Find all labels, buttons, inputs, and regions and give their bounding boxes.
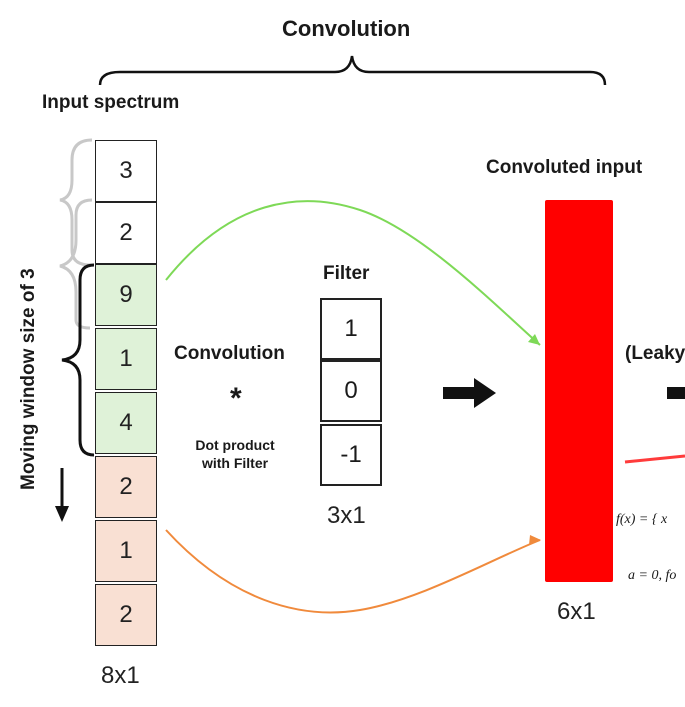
right-arrow-2-shaft <box>667 387 685 399</box>
input-cell-8: 2 <box>95 584 157 646</box>
convolution-brace <box>98 55 607 86</box>
convoluted-output-bar <box>545 200 613 582</box>
diagram-title: Convolution <box>282 16 411 41</box>
input-cell-5: 4 <box>95 392 157 454</box>
operation-desc-line2: with Filter <box>201 455 269 471</box>
input-cell-1: 3 <box>95 140 157 202</box>
right-arrow-shaft <box>443 387 477 399</box>
input-cell-2: 2 <box>95 202 157 264</box>
input-spectrum-label: Input spectrum <box>42 92 180 113</box>
activation-red-line <box>624 454 685 464</box>
window-bracket-2 <box>59 198 93 330</box>
green-arrow <box>165 200 541 346</box>
window-bracket-active <box>61 263 95 457</box>
filter-label: Filter <box>323 263 370 284</box>
input-dim: 8x1 <box>101 662 140 689</box>
output-label: Convoluted input <box>486 157 643 178</box>
window-size-label: Moving window size of 3 <box>18 268 39 490</box>
convolution-symbol: * <box>230 382 242 415</box>
input-cell-6: 2 <box>95 456 157 518</box>
down-arrow-icon <box>55 506 69 522</box>
activation-formula-line2: a = 0, fo <box>628 568 677 583</box>
filter-dim: 3x1 <box>327 502 366 529</box>
operation-label: Convolution <box>174 343 285 364</box>
input-cell-7: 1 <box>95 520 157 582</box>
activation-formula-line1: f(x) = { x <box>616 512 668 527</box>
right-arrow-icon <box>474 378 496 408</box>
operation-description: Dot product with Filter <box>180 436 290 472</box>
filter-cell-2: 0 <box>320 360 382 422</box>
input-cell-3: 9 <box>95 264 157 326</box>
operation-desc-line1: Dot product <box>195 437 275 453</box>
filter-cell-3: -1 <box>320 424 382 486</box>
orange-arrow <box>165 529 541 614</box>
output-dim: 6x1 <box>557 598 596 625</box>
filter-cell-1: 1 <box>320 298 382 360</box>
orange-arrowhead-icon <box>529 535 541 545</box>
activation-label: (Leaky <box>625 343 685 364</box>
input-cell-4: 1 <box>95 328 157 390</box>
green-arrowhead-icon <box>528 334 540 345</box>
